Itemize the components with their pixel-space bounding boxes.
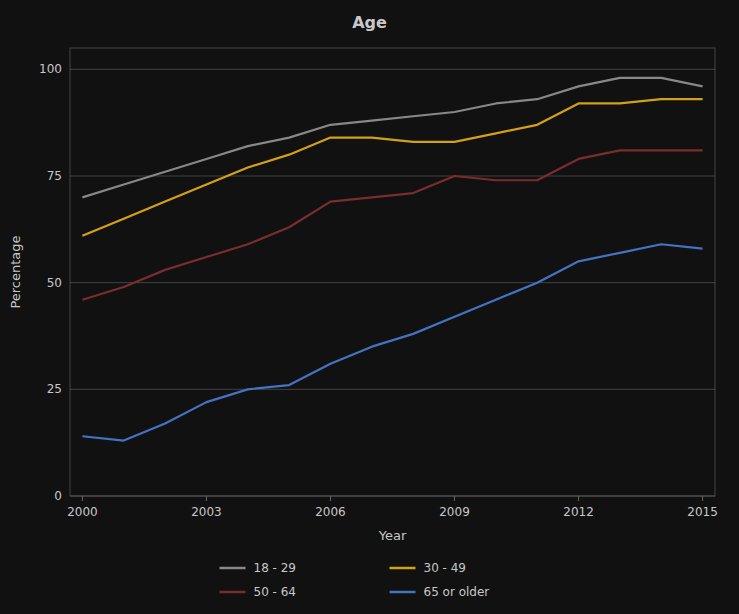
- x-tick-label: 2006: [315, 505, 346, 519]
- x-tick: [702, 496, 703, 501]
- x-tick-label: 2009: [439, 505, 470, 519]
- grid-line: [70, 282, 715, 283]
- legend-label: 30 - 49: [424, 561, 467, 575]
- grid-line: [70, 176, 715, 177]
- series-line: [82, 99, 702, 236]
- legend-label: 50 - 64: [254, 585, 297, 599]
- legend: 18 - 29 30 - 49 50 - 64 65 or older: [220, 561, 490, 599]
- x-tick: [206, 496, 207, 501]
- series-line: [82, 78, 702, 197]
- x-tick-label: 2003: [191, 505, 222, 519]
- series-line: [82, 150, 702, 299]
- grid-line: [70, 69, 715, 70]
- y-tick-label: 75: [47, 169, 62, 183]
- legend-swatch: [220, 591, 246, 594]
- x-tick: [578, 496, 579, 501]
- series-line: [82, 244, 702, 440]
- legend-swatch: [390, 591, 416, 594]
- y-tick-label: 0: [54, 489, 62, 503]
- grid-line: [70, 496, 715, 497]
- x-tick: [82, 496, 83, 501]
- legend-label: 65 or older: [424, 585, 490, 599]
- x-axis-label: Year: [378, 528, 407, 543]
- x-tick-label: 2000: [67, 505, 98, 519]
- grid-line: [70, 389, 715, 390]
- series-group: [82, 78, 702, 441]
- x-tick: [330, 496, 331, 501]
- legend-swatch: [390, 567, 416, 570]
- chart: 0 25 50 75 100 2000 2003 2006 2009 2012 2015 Age Yea…: [0, 0, 739, 614]
- legend-label: 18 - 29: [254, 561, 297, 575]
- plot-frame: [70, 48, 715, 496]
- y-axis-label: Percentage: [8, 235, 23, 308]
- y-tick-label: 100: [39, 62, 62, 76]
- y-tick-label: 25: [47, 382, 62, 396]
- x-tick-label: 2012: [563, 505, 594, 519]
- x-tick-label: 2015: [687, 505, 718, 519]
- x-tick: [454, 496, 455, 501]
- background: [0, 0, 739, 614]
- legend-swatch: [220, 567, 246, 570]
- title: Age: [352, 13, 387, 32]
- y-tick-label: 50: [47, 276, 62, 290]
